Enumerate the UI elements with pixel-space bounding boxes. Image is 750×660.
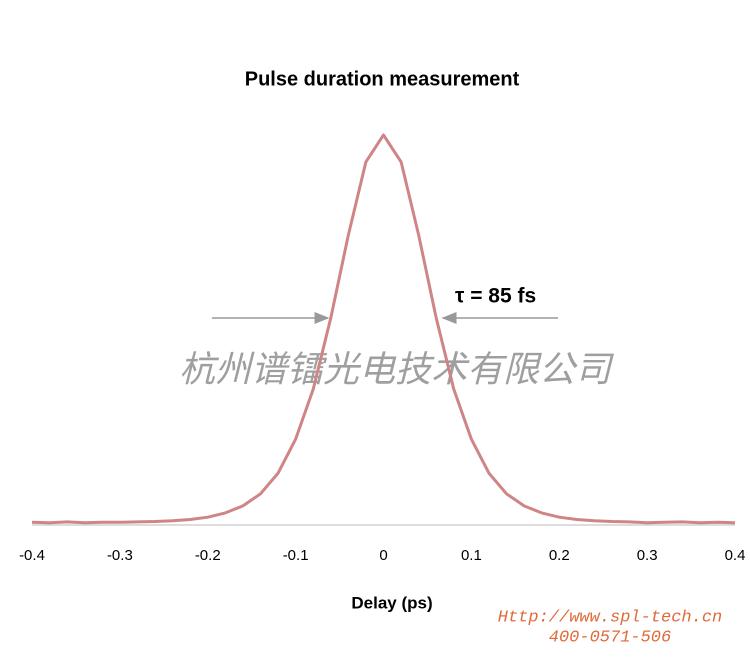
chart-title: Pulse duration measurement — [245, 68, 520, 90]
x-tick-label: 0.4 — [725, 547, 746, 564]
watermark: 杭州谱镭光电技术有限公司 — [179, 349, 614, 390]
x-tick-label: -0.3 — [107, 547, 133, 564]
watermark-phone: 400-0571-506 — [549, 628, 671, 647]
x-axis-label: Delay (ps) — [351, 593, 432, 612]
x-tick-label: -0.1 — [283, 547, 309, 564]
x-tick-label: 0.3 — [637, 547, 658, 564]
annotation: τ = 85 fs — [455, 285, 536, 308]
watermark-url: Http://www.spl-tech.cn — [498, 608, 722, 627]
pulse-line — [31, 133, 736, 525]
x-tick-label: 0.2 — [549, 547, 570, 564]
x-tick-label: -0.4 — [19, 547, 45, 564]
x-tick-label: 0.1 — [461, 547, 482, 564]
x-tick-label: -0.2 — [195, 547, 221, 564]
x-tick-label: 0 — [379, 547, 387, 564]
